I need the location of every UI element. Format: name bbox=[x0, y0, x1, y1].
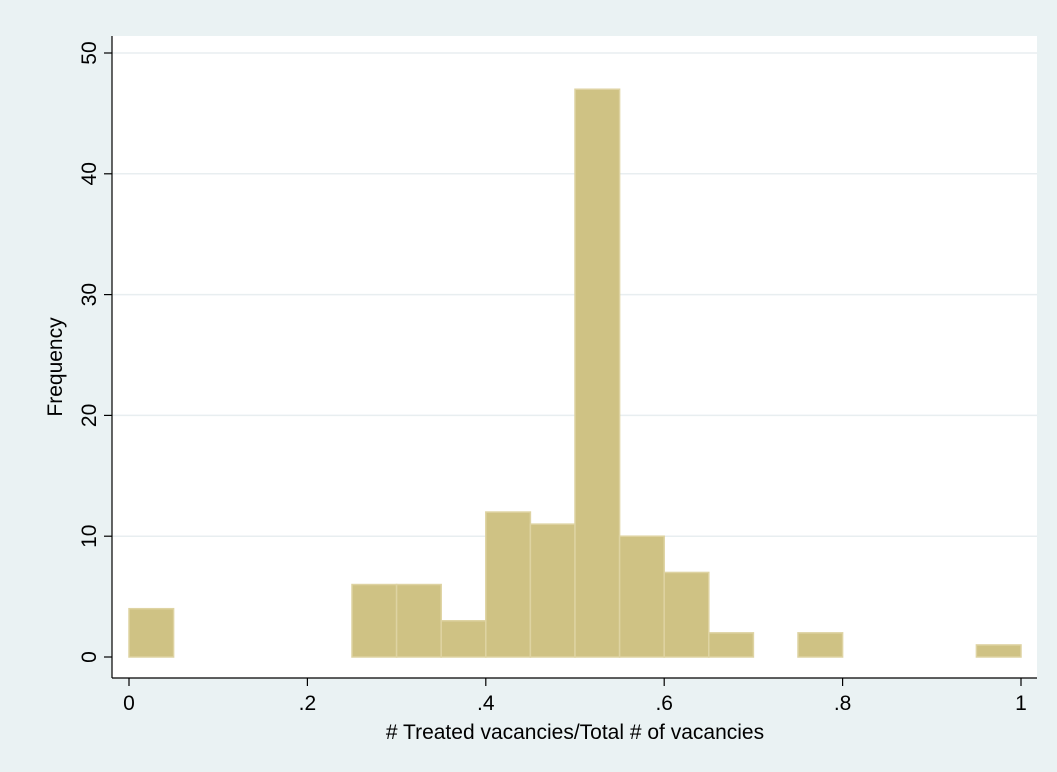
y-tick-label-30: 30 bbox=[78, 283, 101, 306]
histogram-bar-11 bbox=[975, 644, 1022, 658]
x-axis-ticks: 0 .2 .4 .6 .8 1 bbox=[123, 678, 1027, 715]
y-tick-label-40: 40 bbox=[78, 162, 101, 185]
y-tick-label-0: 0 bbox=[78, 651, 101, 663]
y-tick-label-10: 10 bbox=[78, 525, 101, 548]
histogram-bar-3 bbox=[440, 620, 487, 658]
histogram-bars bbox=[128, 88, 1022, 658]
axes bbox=[111, 36, 1037, 679]
y-axis-title: Frequency bbox=[44, 317, 67, 417]
histogram-bar-4 bbox=[485, 511, 532, 658]
histogram-bar-6 bbox=[574, 88, 621, 658]
x-tick-label-1: .2 bbox=[299, 692, 317, 715]
histogram-bar-1 bbox=[351, 583, 398, 658]
x-axis-title: # Treated vacancies/Total # of vacancies bbox=[386, 721, 764, 744]
histogram-bar-0 bbox=[128, 607, 175, 658]
histogram-bar-10 bbox=[797, 632, 844, 658]
y-axis-ticks: 0 10 20 30 40 50 bbox=[78, 41, 112, 663]
y-tick-label-50: 50 bbox=[78, 41, 101, 64]
x-tick-label-0: 0 bbox=[123, 692, 135, 715]
histogram-bar-2 bbox=[395, 583, 442, 658]
x-tick-label-2: .4 bbox=[477, 692, 495, 715]
y-tick-label-20: 20 bbox=[78, 404, 101, 427]
x-tick-label-3: .6 bbox=[655, 692, 673, 715]
histogram-bar-7 bbox=[618, 535, 665, 658]
x-tick-label-5: 1 bbox=[1015, 692, 1027, 715]
histogram-bar-9 bbox=[708, 632, 755, 658]
x-tick-label-4: .8 bbox=[834, 692, 852, 715]
histogram-bar-5 bbox=[529, 523, 576, 658]
histogram-bar-8 bbox=[663, 571, 710, 658]
